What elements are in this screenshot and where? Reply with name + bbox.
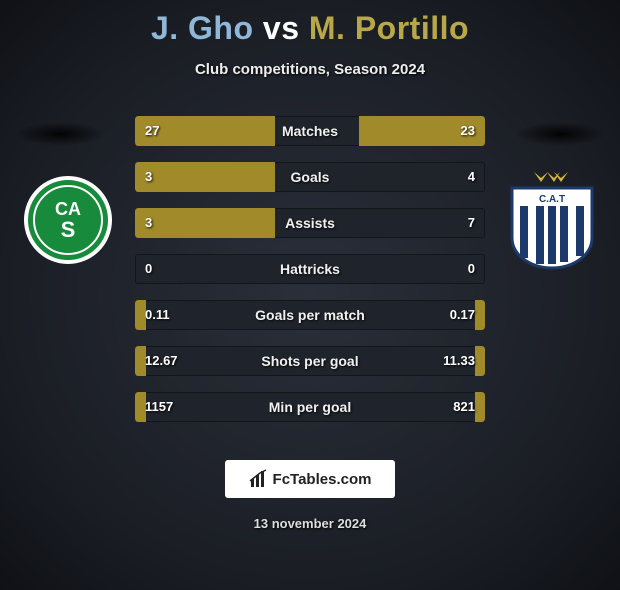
stat-row: 37Assists [135, 208, 485, 238]
stat-row: 34Goals [135, 162, 485, 192]
club-badge-left: CA S [18, 170, 118, 270]
stat-row: 2723Matches [135, 116, 485, 146]
shadow-right [515, 122, 605, 146]
bar-left [135, 300, 146, 330]
bar-right [475, 300, 486, 330]
stat-value-right: 0 [468, 254, 475, 284]
stat-row: 0.11 0.17Goals per match [135, 300, 485, 330]
vs-text: vs [263, 10, 300, 46]
stat-row: 12.67 11.33Shots per goal [135, 346, 485, 376]
svg-text:S: S [61, 217, 76, 242]
stat-value-left: 0.11 [145, 300, 170, 330]
stat-label: Shots per goal [135, 346, 485, 376]
stat-rows: 2723Matches 34Goals 37Assists 0 0Hattricks 0.… [135, 116, 485, 438]
player1-name: J. Gho [151, 10, 254, 46]
fctables-logo: FcTables.com [225, 460, 395, 498]
stat-row: 1157 821Min per goal [135, 392, 485, 422]
stat-value-right: 7 [468, 208, 475, 238]
stat-label: Hattricks [135, 254, 485, 284]
fctables-text: FcTables.com [273, 471, 372, 488]
stat-value-right: 11.33 [443, 346, 475, 376]
bar-left [135, 162, 275, 192]
main-panel: CA S C.A.T 2723Matches34Goals37Assists00… [0, 116, 620, 436]
bar-left [135, 346, 146, 376]
bar-left [135, 116, 275, 146]
chart-icon [249, 469, 269, 489]
stat-label: Min per goal [135, 392, 485, 422]
cas-badge-icon: CA S [23, 175, 113, 265]
stat-value-left: 12.67 [145, 346, 178, 376]
subtitle: Club competitions, Season 2024 [0, 61, 620, 78]
stat-value-right: 4 [468, 162, 475, 192]
comparison-title: J. Gho vs M. Portillo [0, 10, 620, 47]
date-text: 13 november 2024 [0, 516, 620, 531]
stat-label: Goals per match [135, 300, 485, 330]
bar-left [135, 392, 146, 422]
shadow-left [15, 122, 105, 146]
stat-value-right: 0.17 [450, 300, 475, 330]
club-badge-right: C.A.T [502, 170, 602, 270]
svg-text:CA: CA [55, 199, 81, 219]
bar-right [475, 392, 486, 422]
player2-name: M. Portillo [309, 10, 469, 46]
stat-value-right: 821 [453, 392, 475, 422]
stat-value-left: 0 [145, 254, 152, 284]
stat-row: 0 0Hattricks [135, 254, 485, 284]
stat-value-left: 1157 [145, 392, 173, 422]
bar-right [475, 346, 486, 376]
bar-right [359, 116, 485, 146]
bar-left [135, 208, 275, 238]
cat-badge-icon: C.A.T [502, 170, 602, 270]
svg-text:C.A.T: C.A.T [539, 194, 565, 205]
